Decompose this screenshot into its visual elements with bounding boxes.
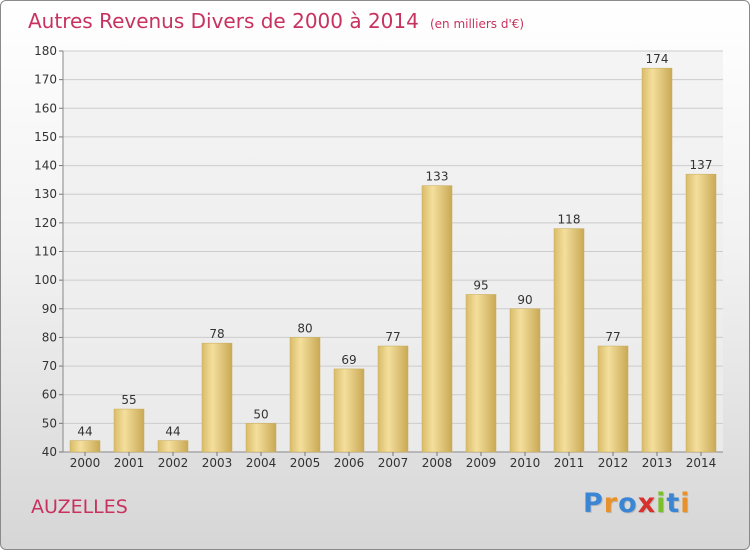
y-tick-label: 130 bbox=[34, 187, 57, 201]
y-tick-label: 160 bbox=[34, 101, 57, 115]
x-tick-label: 2011 bbox=[554, 456, 585, 470]
y-tick-label: 40 bbox=[42, 445, 57, 459]
y-tick-label: 140 bbox=[34, 159, 57, 173]
proxiti-logo: Proxiti bbox=[583, 488, 691, 519]
bar bbox=[377, 345, 409, 453]
y-tick-label: 180 bbox=[34, 44, 57, 58]
logo-letter: o bbox=[618, 488, 638, 519]
y-tick-label: 90 bbox=[42, 302, 57, 316]
bar bbox=[201, 342, 233, 453]
data-label: 133 bbox=[426, 170, 449, 184]
data-label: 69 bbox=[341, 353, 356, 367]
data-label: 44 bbox=[165, 425, 180, 439]
y-tick-label: 70 bbox=[42, 359, 57, 373]
bar bbox=[465, 294, 497, 453]
logo-letter: r bbox=[603, 488, 619, 519]
bar bbox=[333, 368, 365, 453]
bar bbox=[245, 423, 277, 453]
y-tick-label: 120 bbox=[34, 216, 57, 230]
x-tick-label: 2002 bbox=[158, 456, 189, 470]
bar bbox=[157, 440, 189, 453]
data-label: 174 bbox=[646, 52, 669, 66]
place-name: AUZELLES bbox=[31, 496, 128, 518]
logo-letter: t bbox=[666, 488, 681, 519]
y-tick-label: 110 bbox=[34, 245, 57, 259]
y-tick-label: 170 bbox=[34, 73, 57, 87]
logo-letter: i bbox=[656, 488, 667, 519]
bar bbox=[113, 408, 145, 453]
x-tick-label: 2014 bbox=[686, 456, 717, 470]
x-tick-label: 2007 bbox=[378, 456, 409, 470]
logo-letter: i bbox=[680, 488, 691, 519]
y-tick-label: 150 bbox=[34, 130, 57, 144]
x-tick-label: 2006 bbox=[334, 456, 365, 470]
bar bbox=[685, 173, 717, 453]
x-tick-label: 2010 bbox=[510, 456, 541, 470]
data-label: 78 bbox=[209, 327, 224, 341]
x-tick-label: 2000 bbox=[70, 456, 101, 470]
data-label: 44 bbox=[77, 425, 92, 439]
data-label: 95 bbox=[473, 278, 488, 292]
x-tick-label: 2003 bbox=[202, 456, 233, 470]
x-tick-label: 2001 bbox=[114, 456, 145, 470]
logo-letter: P bbox=[583, 488, 604, 519]
x-tick-label: 2004 bbox=[246, 456, 277, 470]
data-label: 118 bbox=[558, 213, 581, 227]
chart-unit: (en milliers d'€) bbox=[429, 17, 525, 31]
x-tick-label: 2009 bbox=[466, 456, 497, 470]
bar bbox=[421, 185, 453, 453]
data-label: 50 bbox=[253, 407, 268, 421]
y-tick-label: 50 bbox=[42, 416, 57, 430]
x-tick-label: 2005 bbox=[290, 456, 321, 470]
chart-title: Autres Revenus Divers de 2000 à 2014 bbox=[28, 9, 419, 33]
y-tick-label: 60 bbox=[42, 388, 57, 402]
logo-letter: x bbox=[637, 488, 657, 519]
bar bbox=[69, 440, 101, 453]
data-label: 137 bbox=[690, 158, 713, 172]
bar bbox=[509, 308, 541, 453]
x-tick-label: 2012 bbox=[598, 456, 629, 470]
data-label: 77 bbox=[385, 330, 400, 344]
title-row: Autres Revenus Divers de 2000 à 2014 (en… bbox=[28, 9, 524, 33]
bar bbox=[597, 345, 629, 453]
x-tick-label: 2008 bbox=[422, 456, 453, 470]
x-tick-label: 2013 bbox=[642, 456, 673, 470]
bar bbox=[641, 67, 673, 453]
y-tick-label: 100 bbox=[34, 273, 57, 287]
bar bbox=[289, 337, 321, 453]
data-label: 77 bbox=[605, 330, 620, 344]
data-label: 90 bbox=[517, 293, 532, 307]
bar bbox=[553, 228, 585, 453]
y-tick-label: 80 bbox=[42, 330, 57, 344]
data-label: 80 bbox=[297, 321, 312, 335]
data-label: 55 bbox=[121, 393, 136, 407]
